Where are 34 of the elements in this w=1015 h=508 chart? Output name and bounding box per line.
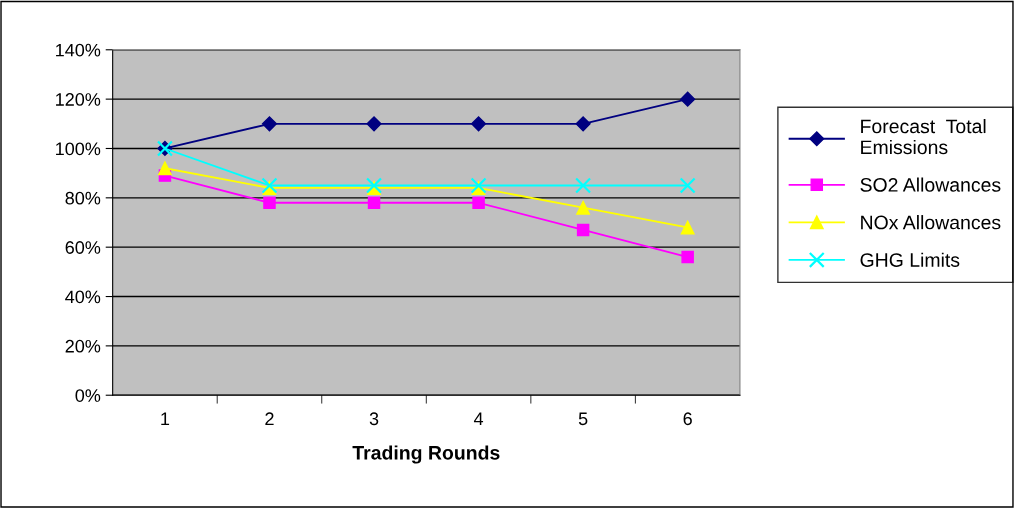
x-tick-label: 3 — [369, 412, 379, 426]
point — [681, 250, 694, 264]
point — [575, 116, 591, 132]
point — [680, 220, 695, 235]
point — [471, 116, 487, 132]
point — [575, 177, 592, 194]
point — [261, 116, 278, 132]
legend-label: Forecast Total Emissions — [861, 118, 986, 155]
x-tick-label: 4 — [473, 412, 484, 425]
point — [576, 200, 591, 215]
x-axis-title: Trading Rounds — [352, 445, 500, 464]
point — [366, 116, 382, 132]
legend-label: NOx Allowances — [861, 215, 1001, 230]
y-tick-label: 60% — [65, 241, 101, 254]
y-tick-label: 120% — [56, 93, 101, 106]
point — [472, 196, 485, 210]
x-tick-label: 5 — [578, 412, 588, 426]
point — [576, 223, 590, 237]
point — [679, 177, 696, 194]
y-tick-label: 140% — [56, 43, 101, 57]
y-tick-label: 100% — [56, 142, 101, 156]
y-tick-label: 80% — [65, 191, 101, 205]
legend-label: SO2 Allowances — [860, 177, 1001, 192]
point — [680, 91, 696, 107]
y-tick-label: 0% — [75, 389, 101, 402]
legend-label: GHG Limits — [860, 252, 960, 267]
point — [367, 196, 381, 210]
x-tick-label: 1 — [161, 412, 170, 425]
point — [263, 196, 276, 210]
y-tick-label: 40% — [65, 290, 101, 304]
y-tick-label: 20% — [65, 339, 101, 353]
x-tick-label: 2 — [265, 412, 274, 425]
point — [157, 161, 172, 176]
x-tick-label: 6 — [683, 412, 692, 426]
